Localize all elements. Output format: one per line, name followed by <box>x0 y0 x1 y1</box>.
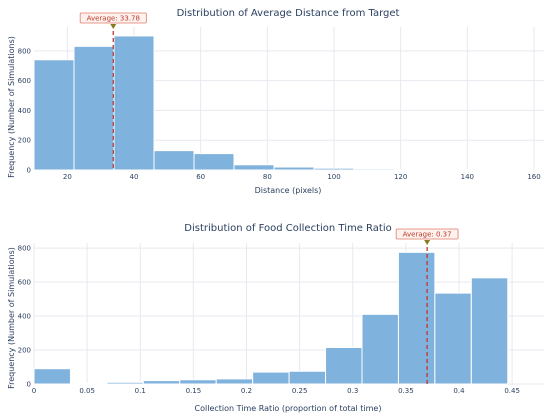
chart2-xtick-label: 0.2 <box>241 387 252 395</box>
chart2-title: Distribution of Food Collection Time Rat… <box>184 223 391 234</box>
chart1-ytick-label: 0 <box>27 167 31 175</box>
chart2-ytick-label: 0 <box>27 381 31 389</box>
chart2-xtick-label: 0.3 <box>347 387 358 395</box>
chart2-xtick-label: 0 <box>32 387 36 395</box>
chart1-bar <box>233 164 275 171</box>
chart2-xtick-label: 0.35 <box>398 387 414 395</box>
chart1-ytick-label: 800 <box>18 47 31 55</box>
chart1-bar <box>193 153 235 171</box>
chart2-bar <box>325 346 363 385</box>
chart1-xtick-label: 20 <box>63 173 72 181</box>
chart2-xtick-label: 0.4 <box>453 387 465 395</box>
chart2-bar <box>252 371 290 385</box>
chart2-bar <box>434 292 472 385</box>
chart1-xtick-label: 80 <box>263 173 272 181</box>
chart1-average-arrow-icon <box>110 24 117 29</box>
chart1-average-label: Average: 33.78 <box>87 15 140 23</box>
chart2-bar <box>470 277 509 385</box>
chart2-ytick-label: 800 <box>18 245 31 253</box>
chart2-xtick-label: 0.1 <box>135 387 146 395</box>
chart1-xlabel: Distance (pixels) <box>255 186 322 195</box>
chart1-xtick-label: 140 <box>461 173 474 181</box>
chart2-xtick-label: 0.05 <box>79 387 95 395</box>
chart2-xtick-label: 0.45 <box>504 387 520 395</box>
chart2-ytick-label: 600 <box>18 279 31 287</box>
chart1-ytick-label: 200 <box>18 137 31 145</box>
chart2-bar <box>179 379 217 385</box>
chart2-xlabel: Collection Time Ratio (proportion of tot… <box>195 404 382 413</box>
chart2-bar <box>106 381 144 385</box>
chart1-xtick-label: 160 <box>527 173 540 181</box>
chart2-bar <box>215 378 254 385</box>
chart2-bar <box>33 368 71 385</box>
chart1-plot: 0 200 400 600 800 20 40 60 80 100 120 140 160 Average… <box>18 12 545 181</box>
chart1-xtick-label: 40 <box>130 173 139 181</box>
chart2-plot: 0 200 400 600 800 0 0.05 0.1 0.15 0.2 0.25 0.3 0.35 0… <box>18 228 544 395</box>
chart2-ytick-label: 200 <box>18 347 31 355</box>
chart2-xtick-label: 0.15 <box>186 387 202 395</box>
chart1-bar <box>393 168 435 171</box>
chart2-average-arrow-icon <box>424 240 431 245</box>
chart1-bar <box>153 150 195 171</box>
chart2-bar <box>69 382 108 385</box>
chart2-ytick-label: 400 <box>18 313 31 321</box>
chart1-ylabel: Frequency (Number of Simulations) <box>7 36 16 178</box>
chart1-bar <box>273 166 315 171</box>
chart2-average-label-box <box>395 228 459 240</box>
chart1-xtick-label: 120 <box>394 173 407 181</box>
chart1-xtick-label: 60 <box>196 173 205 181</box>
chart2-bar <box>361 313 399 385</box>
chart1-ytick-label: 600 <box>18 77 31 85</box>
chart2-xtick-label: 0.25 <box>292 387 308 395</box>
chart1-bar <box>113 35 155 171</box>
chart1-title: Distribution of Average Distance from Ta… <box>177 8 400 19</box>
chart2-average-label: Average: 0.37 <box>403 231 452 239</box>
chart2-bar <box>397 251 436 385</box>
chart1-ytick-label: 400 <box>18 107 31 115</box>
chart2-ylabel: Frequency (Number of Simulations) <box>7 247 16 389</box>
chart1-bar <box>73 45 115 171</box>
chart2-bar <box>142 380 181 385</box>
chart1-bar <box>353 168 395 171</box>
chart1-bar <box>313 167 355 171</box>
chart2-bar <box>288 370 327 385</box>
chart1-xtick-label: 100 <box>327 173 340 181</box>
chart1-average-label-box <box>79 12 147 24</box>
chart1-bar <box>33 59 75 171</box>
